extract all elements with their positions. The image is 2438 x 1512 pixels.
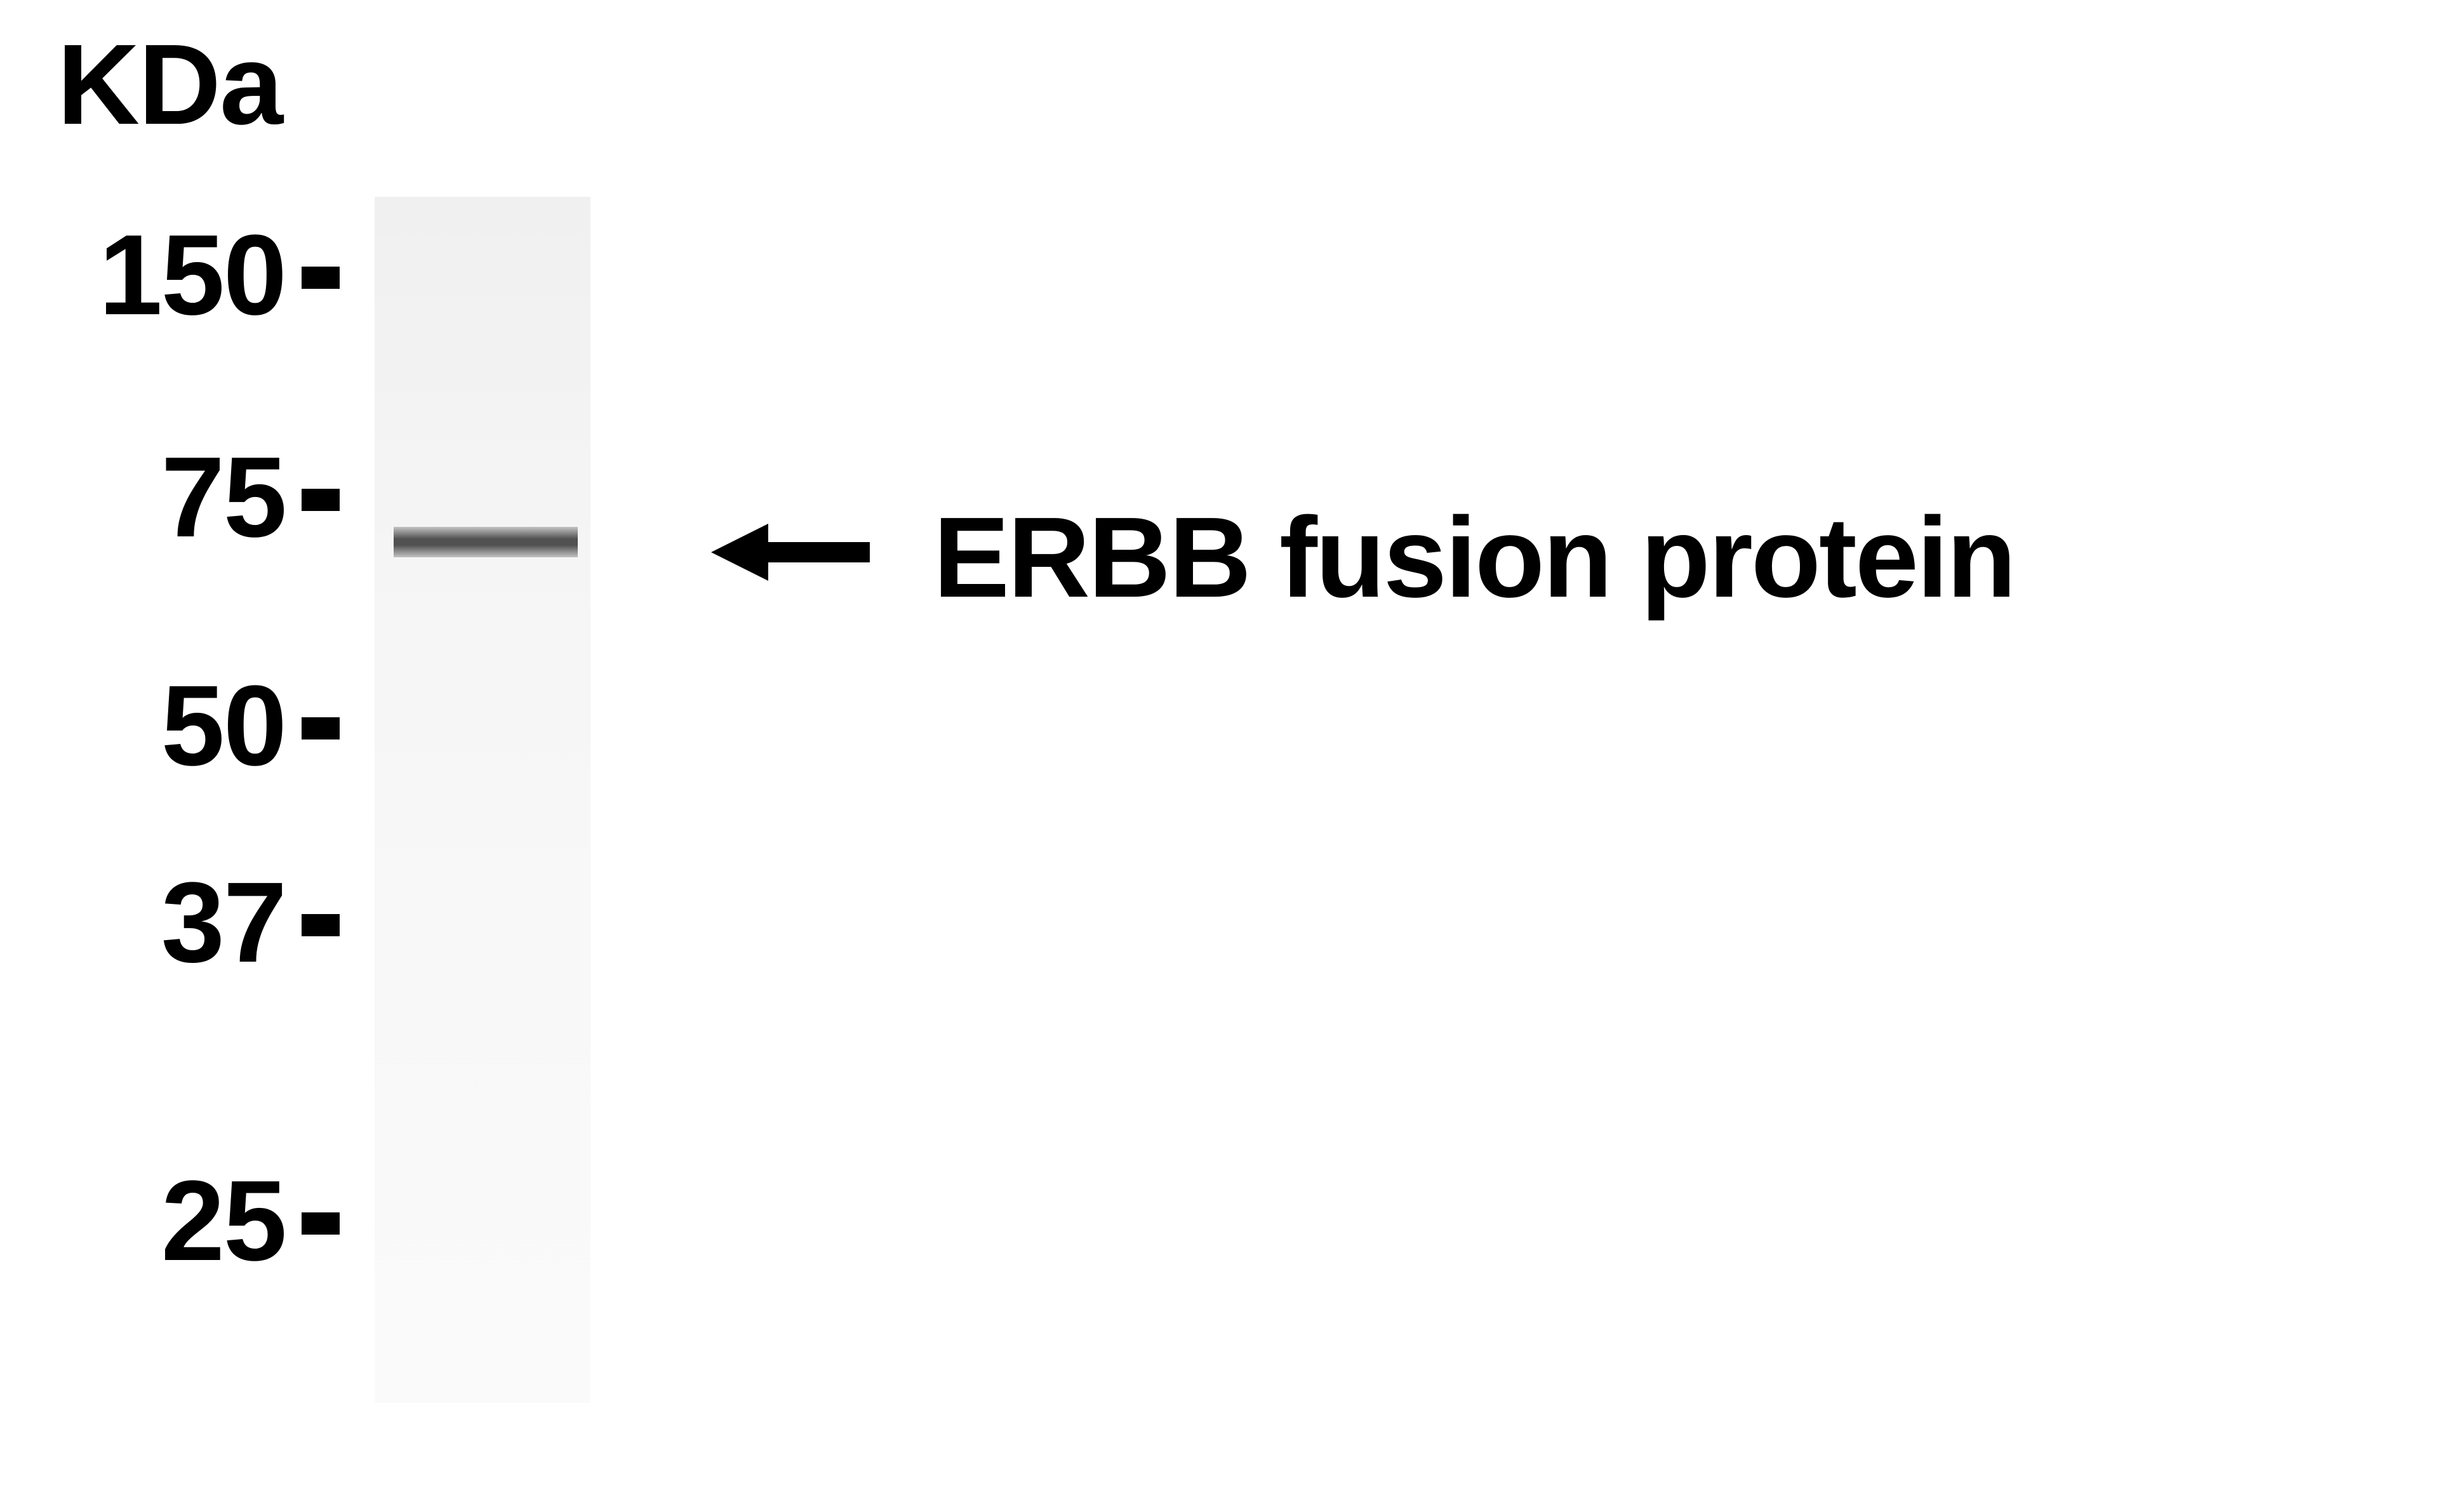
kda-header-label: KDa <box>57 19 282 150</box>
mw-tick-25 <box>302 1212 340 1235</box>
mw-marker-75: 75 <box>161 432 286 563</box>
mw-tick-75 <box>302 489 340 511</box>
mw-marker-37: 37 <box>161 857 286 988</box>
mw-tick-150 <box>302 267 340 289</box>
mw-marker-150: 150 <box>99 209 286 341</box>
mw-tick-37 <box>302 914 340 936</box>
band-annotation-label: ERBB fusion protein <box>933 492 2015 623</box>
mw-tick-50 <box>302 717 340 739</box>
mw-marker-50: 50 <box>161 660 286 792</box>
gel-lane <box>375 197 590 1403</box>
annotation-arrow <box>711 524 870 581</box>
mw-marker-25: 25 <box>161 1155 286 1287</box>
arrow-head-icon <box>711 524 768 581</box>
protein-band <box>394 527 578 557</box>
arrow-shaft <box>768 542 870 562</box>
